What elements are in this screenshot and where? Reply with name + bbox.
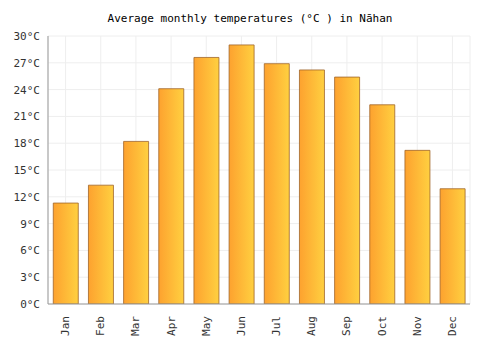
svg-text:Nov: Nov (411, 316, 424, 336)
svg-text:27°C: 27°C (14, 57, 41, 70)
svg-text:21°C: 21°C (14, 110, 41, 123)
svg-text:May: May (200, 316, 213, 336)
svg-text:Dec: Dec (446, 316, 459, 336)
svg-text:Mar: Mar (129, 316, 142, 336)
svg-text:24°C: 24°C (14, 84, 41, 97)
svg-text:Apr: Apr (165, 316, 178, 336)
svg-text:3°C: 3°C (20, 271, 40, 284)
svg-text:Jul: Jul (270, 316, 283, 336)
svg-text:0°C: 0°C (20, 298, 40, 311)
svg-text:Feb: Feb (94, 316, 107, 336)
svg-text:Jun: Jun (235, 316, 248, 336)
svg-text:Jan: Jan (59, 316, 72, 336)
svg-text:Oct: Oct (376, 316, 389, 336)
svg-text:6°C: 6°C (20, 244, 40, 257)
html-text:Average monthly temperatures (: Average monthly temperatures (°C ) in Nā… (107, 12, 393, 25)
svg-text:9°C: 9°C (20, 218, 40, 231)
svg-text:12°C: 12°C (14, 191, 41, 204)
svg-text:Aug: Aug (305, 316, 318, 336)
svg-text:15°C: 15°C (14, 164, 41, 177)
svg-text:Sep: Sep (340, 316, 353, 336)
svg-text:18°C: 18°C (14, 137, 41, 150)
svg-text:30°C: 30°C (14, 30, 41, 43)
